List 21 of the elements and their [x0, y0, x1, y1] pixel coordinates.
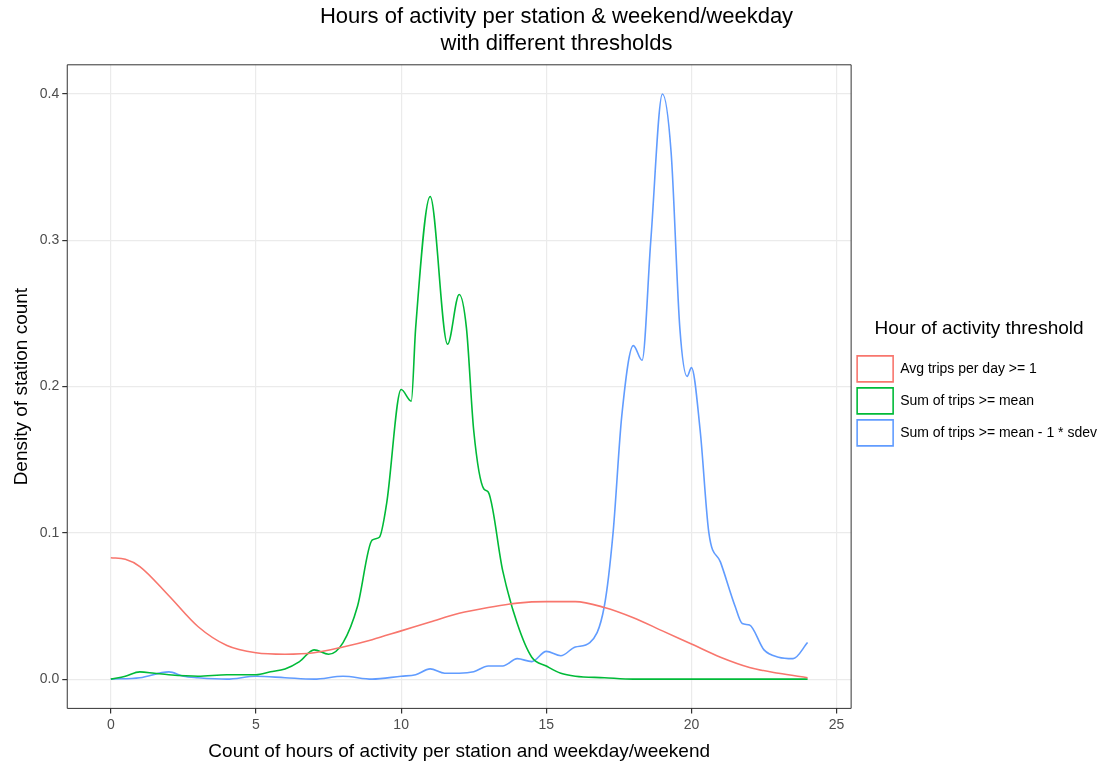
y-axis-title: Density of station count — [9, 287, 31, 486]
x-tick-label: 15 — [538, 715, 555, 732]
x-tick-label: 25 — [828, 715, 845, 732]
line-series — [110, 195, 809, 680]
legend-label: Avg trips per day >= 1 — [900, 359, 1038, 376]
legend-title: Hour of activity threshold — [874, 316, 1084, 338]
legend-label: Sum of trips >= mean — [900, 391, 1034, 408]
x-tick-label: 0 — [106, 715, 115, 732]
x-tick-label: 20 — [683, 715, 700, 732]
legend-label: Sum of trips >= mean - 1 * sdev — [900, 423, 1098, 440]
y-tick-label: 0.0 — [39, 670, 60, 686]
x-tick-label: 5 — [252, 715, 261, 732]
y-tick-label: 0.1 — [39, 523, 60, 540]
y-tick-label: 0.4 — [39, 84, 60, 101]
chart-title: Hours of activity per station & weekend/weekday with different thresholds — [319, 3, 794, 55]
x-tick-label: 10 — [393, 715, 410, 732]
line-series — [110, 93, 809, 680]
y-tick-label: 0.3 — [39, 231, 60, 248]
y-tick-label: 0.2 — [39, 377, 60, 394]
line-series — [110, 556, 809, 679]
x-axis-title: Count of hours of activity per station and weekday/weekend — [208, 739, 711, 761]
